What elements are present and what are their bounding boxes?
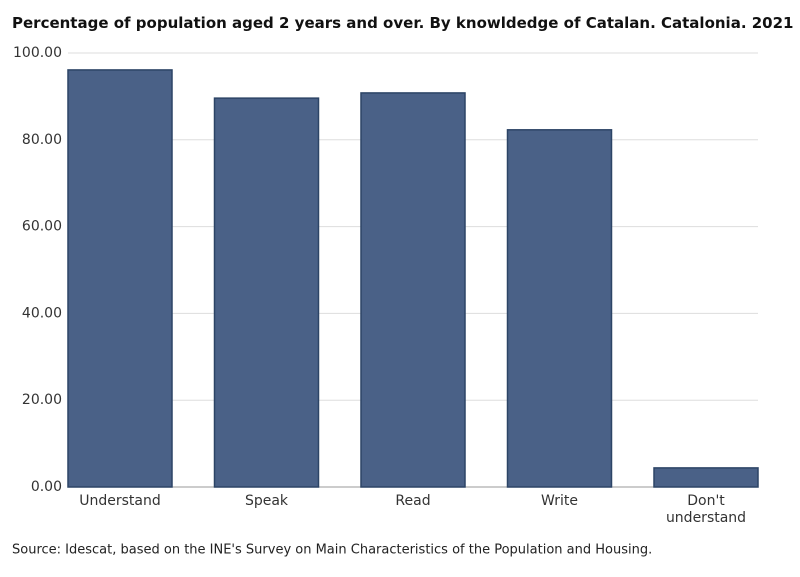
x-tick-label: Understand xyxy=(79,493,161,509)
x-tick-label: Write xyxy=(541,493,578,509)
x-tick-label: Speak xyxy=(244,493,289,509)
source-note: Source: Idescat, based on the INE's Surv… xyxy=(12,543,652,558)
bar xyxy=(213,97,320,488)
x-tick-label: Read xyxy=(395,493,431,509)
y-tick-label: 0.00 xyxy=(31,479,62,495)
x-tick-label: Don't understand xyxy=(665,493,747,526)
bar xyxy=(67,69,173,488)
chart-title: Percentage of population aged 2 years an… xyxy=(12,14,794,32)
y-tick-label: 80.00 xyxy=(22,132,62,148)
bar xyxy=(506,129,613,488)
bar xyxy=(360,92,466,488)
y-tick-label: 40.00 xyxy=(22,305,62,321)
y-tick-label: 100.00 xyxy=(13,45,62,61)
bar xyxy=(653,467,759,488)
y-tick-label: 20.00 xyxy=(22,392,62,408)
y-tick-label: 60.00 xyxy=(22,219,62,235)
